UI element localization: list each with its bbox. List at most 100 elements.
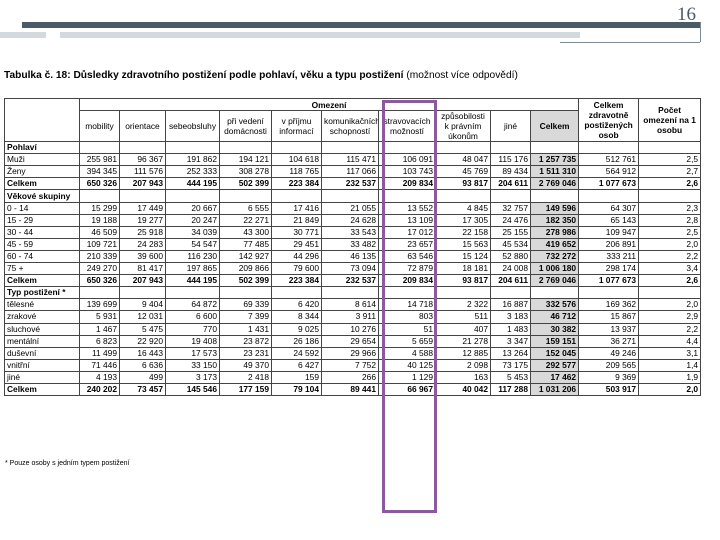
total-value-cell: 149 596 <box>529 201 580 215</box>
empty-cell <box>578 141 640 155</box>
column-header: způsobilosti k právním úkonům <box>435 110 491 143</box>
value-cell: 117 066 <box>321 165 379 179</box>
value-cell: 111 576 <box>119 165 166 179</box>
value-cell: 204 611 <box>490 274 531 288</box>
empty-cell <box>490 141 531 155</box>
total-value-cell: 159 151 <box>529 334 580 348</box>
table-row: tělesné 139 699 9 404 64 872 69 339 6 420 8 61… <box>4 298 702 312</box>
value-cell: 197 865 <box>165 262 220 276</box>
table-row: 60 - 74 210 339 39 600 116 230 142 927 44 296… <box>4 249 702 264</box>
value-cell: 650 326 <box>79 274 120 288</box>
total-value-cell: 46 712 <box>529 310 580 324</box>
value-cell: 109 721 <box>79 237 120 251</box>
value-cell: 21 849 <box>271 213 322 227</box>
value-cell: 52 880 <box>490 249 531 264</box>
value-cell: 5 475 <box>119 322 166 336</box>
table-row: 45 - 59 109 721 24 283 54 547 77 485 29 451 33… <box>4 237 702 251</box>
value-cell: 206 891 <box>578 237 640 251</box>
value-cell: 77 485 <box>219 237 272 251</box>
row-label: Celkem <box>4 382 80 397</box>
row-label: 15 - 29 <box>4 213 80 227</box>
value-cell: 96 367 <box>119 153 166 167</box>
value-cell: 32 757 <box>490 201 531 215</box>
value-cell: 24 592 <box>271 346 322 360</box>
column-highlight-box <box>382 100 437 513</box>
value-cell: 298 174 <box>578 262 640 276</box>
value-cell: 333 211 <box>578 249 640 264</box>
value-cell: 4 845 <box>435 201 491 215</box>
value-cell: 1 467 <box>79 322 120 336</box>
value-cell: 2,3 <box>638 201 702 215</box>
value-cell: 209 866 <box>219 262 272 276</box>
value-cell: 770 <box>165 322 220 336</box>
value-cell: 3 173 <box>165 370 220 384</box>
empty-cell <box>219 189 272 203</box>
value-cell: 104 618 <box>271 153 322 167</box>
value-cell: 46 135 <box>321 249 379 264</box>
value-cell: 223 384 <box>271 177 322 191</box>
value-cell: 73 457 <box>119 382 166 397</box>
slide-frame-line <box>700 22 701 42</box>
value-cell: 4,4 <box>638 334 702 348</box>
value-cell: 512 761 <box>578 153 640 167</box>
table-title-note: (možnost více odpovědí) <box>406 70 518 81</box>
column-header: sebeobsluhy <box>165 110 220 143</box>
table-row: 30 - 44 46 509 25 918 34 039 43 300 30 771 33 … <box>4 225 702 239</box>
column-header: při vedení domácnosti <box>219 110 272 143</box>
value-cell: 23 231 <box>219 346 272 360</box>
empty-cell <box>638 141 702 155</box>
row-label: Celkem <box>4 274 80 288</box>
value-cell: 3 911 <box>321 310 379 324</box>
value-cell: 194 121 <box>219 153 272 167</box>
empty-cell <box>435 141 491 155</box>
section-header-row: Typ postižení * <box>4 286 702 300</box>
value-cell: 2,2 <box>638 322 702 336</box>
row-label: 75 + <box>4 262 80 276</box>
value-cell: 2,6 <box>638 177 702 191</box>
value-cell: 49 246 <box>578 346 640 360</box>
value-cell: 255 981 <box>79 153 120 167</box>
header-count-per-person: Počet omezení na 1 osobu <box>638 97 702 143</box>
empty-cell <box>79 189 120 203</box>
value-cell: 142 927 <box>219 249 272 264</box>
value-cell: 6 420 <box>271 298 322 312</box>
total-row: Celkem 650 326 207 943 444 195 502 399 223 38… <box>4 177 702 191</box>
value-cell: 23 872 <box>219 334 272 348</box>
value-cell: 650 326 <box>79 177 120 191</box>
row-label: 45 - 59 <box>4 237 80 251</box>
total-value-cell: 292 577 <box>529 358 580 372</box>
empty-cell <box>119 141 166 155</box>
value-cell: 6 636 <box>119 358 166 372</box>
column-header: v příjmu informací <box>271 110 322 143</box>
empty-cell <box>271 189 322 203</box>
empty-cell <box>219 286 272 300</box>
total-value-cell: 732 272 <box>529 249 580 264</box>
value-cell: 2 098 <box>435 358 491 372</box>
value-cell: 2,2 <box>638 249 702 264</box>
empty-cell <box>165 141 220 155</box>
value-cell: 1 077 673 <box>578 177 640 191</box>
column-header: orientace <box>119 110 166 143</box>
value-cell: 39 600 <box>119 249 166 264</box>
row-label: vnitřní <box>4 358 80 372</box>
row-label: jiné <box>4 370 80 384</box>
value-cell: 7 752 <box>321 358 379 372</box>
total-row: Celkem 240 202 73 457 145 546 177 159 79 104 8… <box>4 382 702 397</box>
table-row: duševní 11 499 16 443 17 573 23 231 24 592 29 … <box>4 346 702 360</box>
value-cell: 2,0 <box>638 382 702 397</box>
group-header-omezeni: Omezení <box>78 97 580 112</box>
empty-cell <box>529 141 580 155</box>
row-label: duševní <box>4 346 80 360</box>
section-header-row: Pohlaví <box>4 141 702 155</box>
row-label: 0 - 14 <box>4 201 80 215</box>
row-label: Muži <box>4 153 80 167</box>
total-value-cell: 278 986 <box>529 225 580 239</box>
value-cell: 20 247 <box>165 213 220 227</box>
section-label: Pohlaví <box>4 141 80 155</box>
total-value-cell: 332 576 <box>529 298 580 312</box>
value-cell: 115 176 <box>490 153 531 167</box>
value-cell: 19 277 <box>119 213 166 227</box>
value-cell: 24 008 <box>490 262 531 276</box>
empty-cell <box>638 189 702 203</box>
value-cell: 3 183 <box>490 310 531 324</box>
